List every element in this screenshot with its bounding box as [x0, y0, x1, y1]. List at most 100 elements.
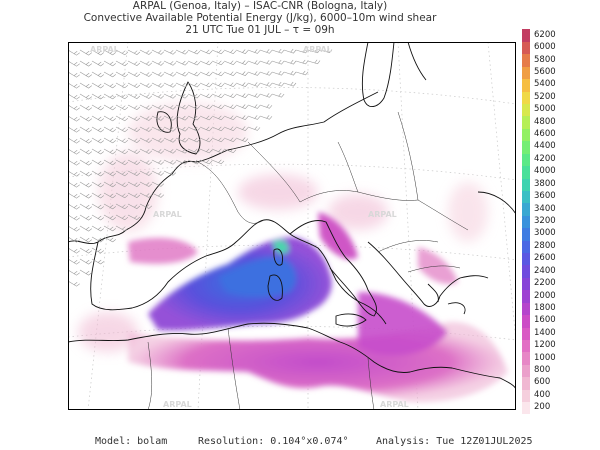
wind-barb [79, 104, 92, 111]
wind-barb [223, 82, 237, 88]
wind-barb [68, 137, 80, 144]
wind-barb [235, 60, 249, 65]
colorbar-tick-label: 2800 [534, 240, 556, 251]
colorbar-swatch [522, 339, 530, 353]
wind-barb [139, 170, 153, 176]
colorbar-swatch [522, 165, 530, 179]
wind-barb [139, 49, 153, 55]
wind-barb [175, 82, 189, 88]
wind-barb [259, 93, 273, 98]
wind-barb [163, 104, 177, 110]
wind-barb [211, 71, 225, 77]
wind-barb [235, 82, 249, 87]
wind-barb [68, 170, 80, 177]
footer-analysis: Analysis: Tue 12Z01JUL2025 [376, 436, 533, 447]
wind-barb [295, 70, 309, 76]
wind-barb [139, 181, 153, 187]
wind-barb [151, 71, 165, 77]
wind-barb [115, 126, 129, 133]
wind-barb [271, 92, 285, 98]
colorbar-tick-label: 3000 [534, 228, 556, 239]
wind-barb [127, 214, 141, 220]
wind-barb [247, 49, 261, 54]
colorbar-tick-label: 5200 [534, 91, 556, 102]
wind-barb [103, 115, 116, 122]
wind-barb [79, 71, 92, 78]
wind-barb [211, 159, 225, 165]
wind-barb [211, 60, 225, 66]
colorbar-tick-label: 2600 [534, 253, 556, 264]
colorbar-tick-label: 2400 [534, 265, 556, 276]
wind-barb [139, 115, 153, 121]
wind-barb [319, 48, 333, 54]
wind-barb [115, 192, 129, 199]
wind-barb [79, 269, 92, 276]
colorbar-tick-label: 1000 [534, 352, 556, 363]
wind-barb [68, 280, 80, 287]
wind-barb [68, 148, 80, 155]
wind-barb [223, 60, 237, 66]
map-frame [68, 42, 516, 410]
wind-barb [103, 104, 116, 111]
wind-barb [127, 126, 141, 132]
wind-barb [175, 60, 189, 66]
wind-barb [151, 170, 165, 176]
colorbar-tick-label: 800 [534, 365, 551, 376]
colorbar-swatch [522, 289, 530, 303]
wind-barb [187, 93, 201, 99]
wind-barb [199, 71, 213, 77]
wind-barb [91, 137, 104, 144]
wind-barb [163, 71, 177, 77]
colorbar-swatch [522, 351, 530, 365]
wind-barb [139, 159, 153, 165]
title-line-2: Convective Available Potential Energy (J… [83, 12, 437, 24]
wind-barb [103, 236, 116, 243]
colorbar-tick-label: 3600 [534, 191, 556, 202]
wind-barb [211, 126, 225, 132]
colorbar-swatch [522, 376, 530, 390]
wind-barb [139, 137, 153, 143]
wind-barb [223, 115, 237, 121]
wind-barb [139, 148, 153, 154]
colorbar-tick-label: 5600 [534, 66, 556, 77]
wind-barb [259, 49, 273, 54]
wind-barb [223, 104, 237, 110]
wind-barb [115, 49, 129, 56]
wind-barb [127, 170, 141, 176]
wind-barb [115, 137, 129, 144]
wind-barb [295, 48, 309, 54]
colorbar-swatch [522, 389, 530, 403]
wind-barb [115, 203, 129, 210]
footer-resolution: Resolution: 0.104°x0.074° [198, 436, 349, 447]
wind-barb [68, 126, 80, 133]
wind-barb [139, 203, 153, 209]
wind-barb [223, 137, 237, 143]
wind-barb [127, 192, 141, 198]
wind-barb [79, 93, 92, 100]
colorbar-tick-label: 1800 [534, 302, 556, 313]
wind-barb [259, 71, 273, 76]
wind-barb [223, 49, 237, 55]
wind-barb [151, 115, 165, 121]
wind-barb [127, 181, 141, 187]
wind-barb [68, 159, 80, 166]
coastlines [68, 42, 516, 391]
watermark: ARPAL [303, 45, 332, 54]
footer-model: Model: bolam [95, 436, 168, 447]
colorbar-swatch [522, 115, 530, 129]
wind-barb [247, 71, 261, 76]
wind-barb [163, 60, 177, 66]
colorbar-swatch [522, 302, 530, 316]
wind-barb [103, 60, 116, 67]
wind-barb [139, 192, 153, 198]
wind-barb [283, 59, 297, 65]
wind-barb [199, 159, 213, 165]
wind-barb [68, 236, 80, 243]
wind-barb [79, 60, 92, 67]
wind-barb [199, 104, 213, 110]
colorbar-swatch [522, 103, 530, 117]
wind-barb [187, 126, 201, 132]
wind-barb [91, 71, 104, 78]
watermark: ARPAL [163, 400, 192, 409]
wind-barb [271, 81, 285, 87]
